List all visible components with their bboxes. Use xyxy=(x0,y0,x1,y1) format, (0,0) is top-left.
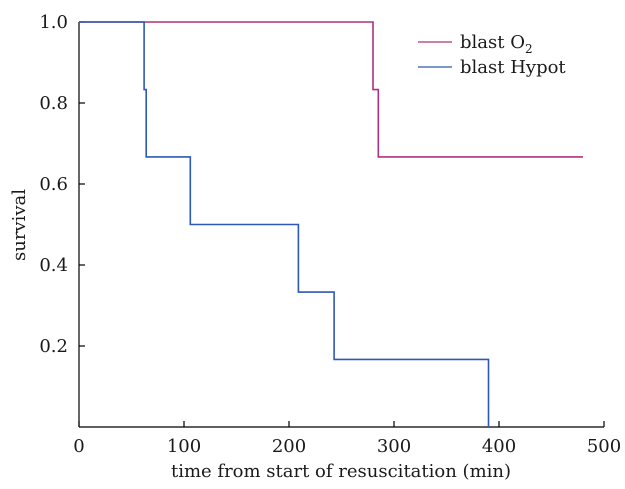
legend-label-blast-o2: blast O2 xyxy=(460,32,533,56)
y-tick-label: 0.4 xyxy=(39,255,68,276)
x-ticks: 0 100 200 300 400 500 xyxy=(73,421,621,457)
legend-label-blast-o2-main: blast O xyxy=(460,32,525,53)
series-line-blast-hypot xyxy=(79,21,490,427)
series-line-blast-o2 xyxy=(79,21,583,158)
y-tick-label: 0.2 xyxy=(39,336,68,357)
x-tick-label: 100 xyxy=(167,436,201,457)
x-axis-label: time from start of resuscitation (min) xyxy=(171,461,511,482)
series-group xyxy=(79,21,583,427)
y-tick-label: 0.8 xyxy=(39,93,68,114)
y-axis-label: survival xyxy=(9,189,30,261)
y-tick-label: 1.0 xyxy=(39,12,68,33)
x-tick-label: 200 xyxy=(272,436,306,457)
y-tick-label: 0.6 xyxy=(39,174,68,195)
x-tick-label: 500 xyxy=(587,436,621,457)
y-ticks: 0.2 0.4 0.6 0.8 1.0 xyxy=(39,12,85,357)
x-tick-label: 0 xyxy=(73,436,84,457)
legend-label-blast-hypot: blast Hypot xyxy=(460,57,566,78)
axes xyxy=(78,22,604,428)
legend: blast O2 blast Hypot xyxy=(418,32,566,78)
x-tick-label: 300 xyxy=(377,436,411,457)
x-tick-label: 400 xyxy=(482,436,516,457)
legend-label-blast-o2-subscript: 2 xyxy=(525,42,533,56)
